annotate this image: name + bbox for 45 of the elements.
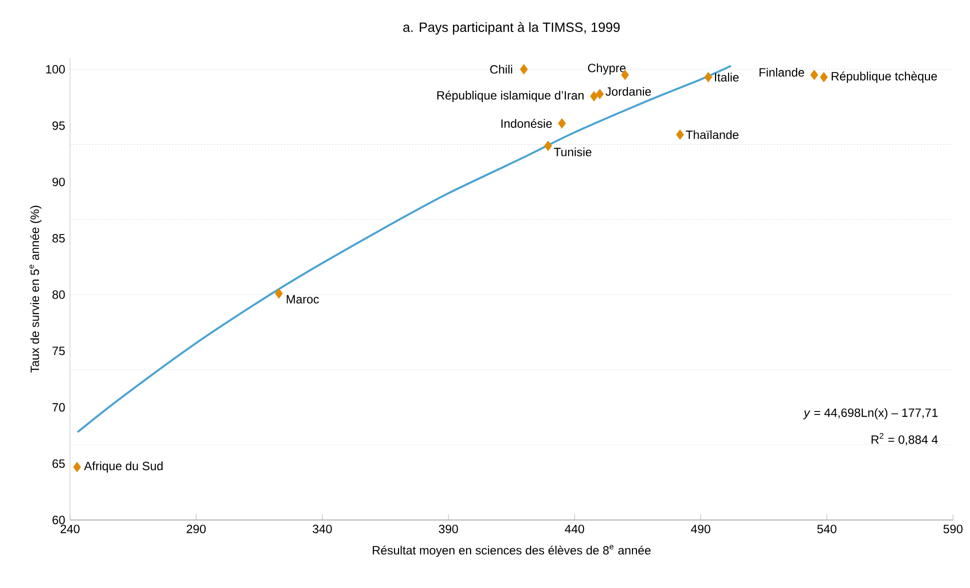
y-tick-label: 95 (52, 121, 65, 130)
annotation: Jordanie (606, 86, 651, 96)
annotation: Thaïlande (686, 130, 738, 140)
y-tick-label: 100 (46, 65, 65, 74)
point (544, 140, 552, 151)
y-tick-label: 70 (52, 403, 65, 412)
annotation: Maroc (286, 295, 319, 304)
x-tick-label: 290 (186, 524, 206, 534)
point (275, 288, 283, 299)
point (704, 72, 712, 82)
x-tick-label: 390 (438, 524, 458, 534)
annotation: Chili (490, 64, 512, 74)
annotation: Finlande (760, 68, 804, 77)
y-tick-label: 75 (52, 346, 65, 356)
point (676, 130, 684, 140)
annotation: y = 44,698Ln(x) – 177,71 (803, 408, 938, 420)
x-tick-label: 590 (943, 524, 963, 534)
annotation: R$^{2}$ = 0,884 4 (872, 433, 938, 446)
point (820, 72, 828, 82)
x-tick-label: 240 (60, 524, 80, 534)
point (73, 462, 81, 472)
point (558, 118, 566, 128)
annotation: Afrique du Sud (84, 461, 163, 473)
x-tick-label: 440 (564, 524, 584, 534)
point (596, 88, 604, 100)
chart-title: a. Pays participant à la TIMSS, 1999 (403, 22, 620, 35)
y-axis-title: Taux de survie en 5$^{e}$ année (%) (30, 206, 42, 373)
annotation: Tunisie (554, 147, 592, 156)
point (810, 70, 818, 80)
annotation: Italie (714, 72, 739, 82)
point (520, 64, 528, 74)
annotation: République tchèque (832, 71, 937, 83)
x-axis-title: Résultat moyen en sciences des élèves de 8$^{e}$ année (372, 545, 651, 557)
annotation: République islamique d’Iran (437, 90, 584, 102)
x-tick-label: 540 (817, 524, 836, 534)
annotation: Chypre (588, 63, 626, 75)
y-tick-label: 60 (52, 516, 65, 524)
point (590, 91, 598, 102)
y-tick-label: 65 (52, 459, 65, 468)
annotation: Indonésie (501, 118, 552, 128)
y-tick-label: 90 (52, 178, 65, 186)
x-tick-label: 340 (312, 524, 332, 534)
y-tick-label: 85 (52, 234, 65, 243)
y-tick-label: 80 (52, 290, 65, 299)
x-tick-label: 490 (690, 524, 710, 534)
